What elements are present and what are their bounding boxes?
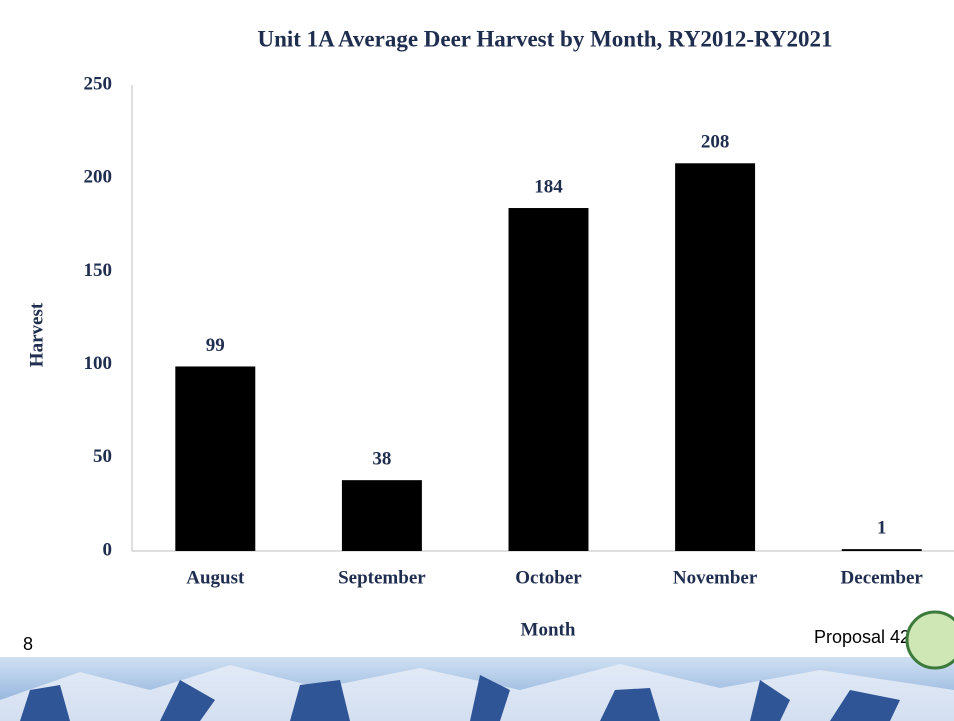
y-tick-label: 50 — [93, 446, 112, 467]
x-tick-label: December — [841, 567, 924, 588]
chart-title: Unit 1A Average Deer Harvest by Month, R… — [257, 26, 832, 51]
bar — [175, 366, 256, 551]
data-label: 38 — [372, 449, 391, 470]
x-tick-label: August — [186, 567, 245, 588]
slide-number: 8 — [23, 634, 33, 654]
x-tick-label: November — [673, 567, 758, 588]
bar — [341, 480, 422, 551]
bar — [841, 549, 922, 551]
y-tick-label: 150 — [84, 260, 113, 281]
data-label: 184 — [534, 176, 563, 197]
y-tick-label: 0 — [103, 539, 113, 560]
bar — [675, 163, 756, 551]
footer-text: Proposal 42 — [814, 627, 910, 647]
y-axis-label: Harvest — [26, 302, 47, 367]
x-tick-label: September — [338, 567, 426, 588]
y-tick-label: 250 — [84, 73, 113, 94]
data-label: 1 — [877, 517, 887, 538]
data-label: 208 — [701, 132, 730, 153]
y-tick-label: 100 — [84, 353, 113, 374]
banner — [0, 610, 954, 721]
y-tick-label: 200 — [84, 167, 113, 188]
bar — [508, 208, 589, 552]
x-tick-label: October — [515, 567, 582, 588]
data-label: 99 — [206, 335, 225, 356]
x-axis-label: Month — [521, 619, 576, 640]
